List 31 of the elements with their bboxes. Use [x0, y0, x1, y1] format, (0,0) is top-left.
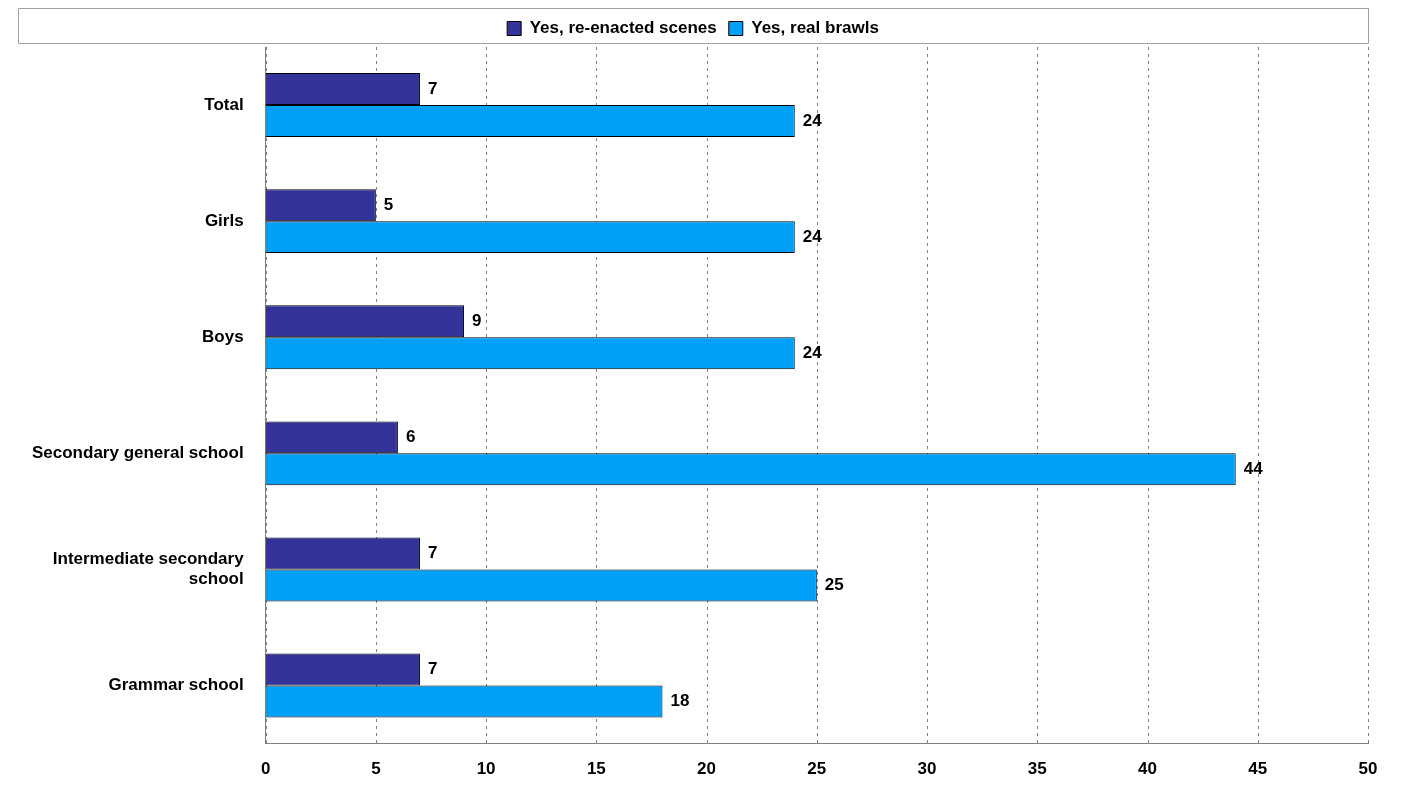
x-tick-label: 40 — [1138, 759, 1157, 779]
x-tick-label: 10 — [476, 759, 496, 779]
data-label: 6 — [405, 427, 416, 447]
data-label: 9 — [472, 310, 482, 330]
y-tick-label: Total — [204, 94, 244, 114]
x-tick-label: 15 — [586, 759, 606, 779]
data-label: 24 — [802, 342, 823, 362]
data-label: 7 — [427, 78, 438, 98]
x-tick-label: 0 — [260, 759, 271, 779]
legend-label: Yes, re-enacted scenes — [529, 18, 717, 38]
data-label: 44 — [1243, 459, 1264, 478]
y-tick-label: Intermediate secondary school — [52, 548, 245, 589]
x-tick-label: 30 — [917, 759, 937, 779]
legend-label: Yes, real brawls — [751, 18, 879, 38]
data-label: 5 — [383, 194, 394, 214]
data-label: 7 — [427, 543, 438, 563]
y-tick-label: Boys — [202, 326, 244, 346]
data-label: 7 — [427, 659, 438, 679]
x-tick-label: 5 — [371, 759, 381, 779]
y-tick-label: Grammar school — [108, 675, 244, 695]
x-tick-label: 50 — [1358, 759, 1378, 779]
data-label: 25 — [824, 575, 844, 595]
data-label: 24 — [802, 110, 823, 130]
x-tick-label: 25 — [807, 759, 827, 779]
data-label: 24 — [802, 226, 823, 246]
y-tick-label: Secondary general school — [31, 443, 244, 463]
x-tick-label: 35 — [1027, 759, 1047, 779]
data-label: 18 — [670, 691, 690, 711]
x-tick-label: 20 — [697, 759, 717, 779]
y-tick-label: Girls — [204, 210, 244, 230]
x-tick-label: 45 — [1248, 759, 1268, 779]
